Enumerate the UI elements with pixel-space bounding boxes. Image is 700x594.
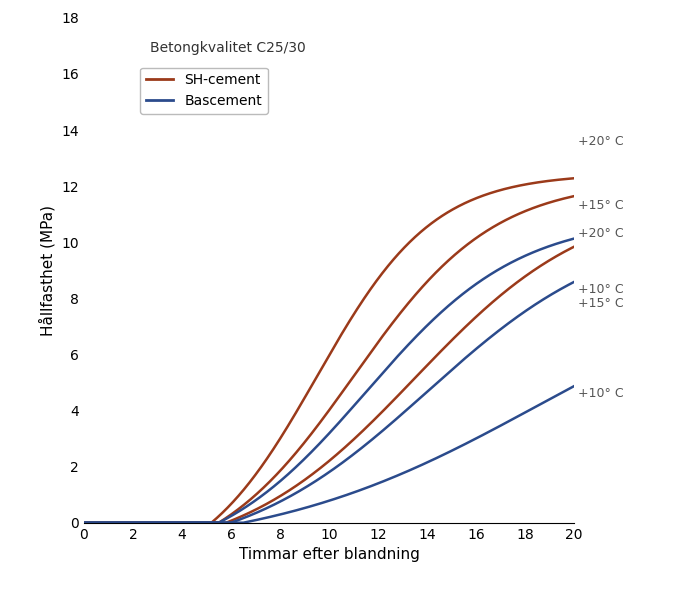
Y-axis label: Hållfasthet (MPa): Hållfasthet (MPa) — [39, 205, 56, 336]
X-axis label: Timmar efter blandning: Timmar efter blandning — [239, 547, 419, 562]
Text: Betongkvalitet C25/30: Betongkvalitet C25/30 — [150, 40, 306, 55]
Text: +15° C: +15° C — [578, 298, 623, 311]
Text: +20° C: +20° C — [578, 228, 623, 241]
Text: +15° C: +15° C — [578, 199, 623, 212]
Legend: SH-cement, Bascement: SH-cement, Bascement — [140, 68, 267, 113]
Text: +10° C: +10° C — [578, 387, 623, 400]
Text: +20° C: +20° C — [578, 135, 623, 148]
Text: +10° C: +10° C — [578, 283, 623, 296]
